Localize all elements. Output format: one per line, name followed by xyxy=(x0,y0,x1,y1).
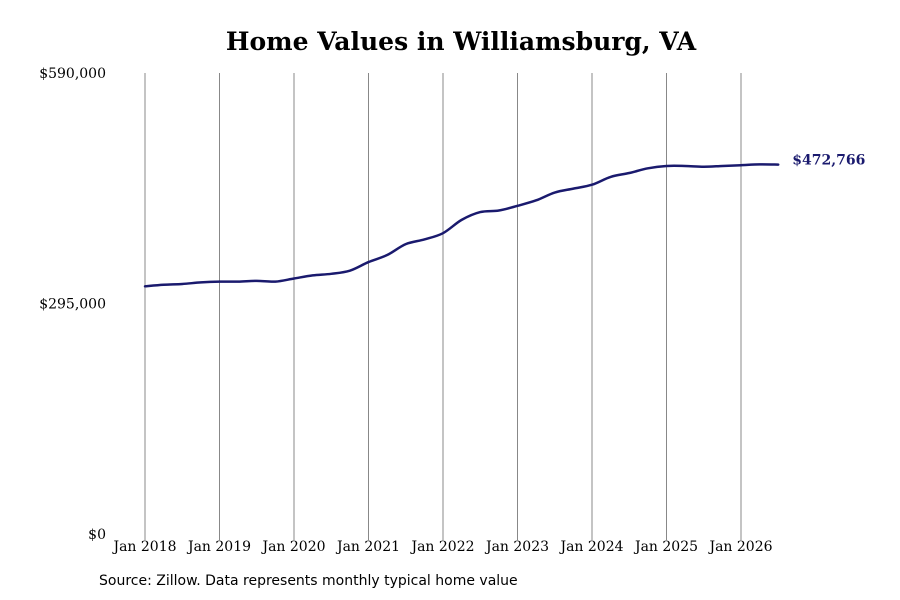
x-axis-ticks: Jan 2018 Jan 2019 Jan 2020 Jan 2021 Jan 2022… xyxy=(111,539,772,555)
series-line xyxy=(143,163,780,288)
y-tick-label: $295,000 xyxy=(39,297,106,313)
x-tick-label: Jan 2025 xyxy=(633,539,698,555)
y-axis-ticks: $0 $295,000 $590,000 xyxy=(39,66,106,543)
series-layer xyxy=(143,163,780,288)
source-note: Source: Zillow. Data represents monthly … xyxy=(99,573,518,589)
x-tick-label: Jan 2020 xyxy=(260,539,325,555)
end-value-label: $472,766 xyxy=(792,153,865,169)
x-tick-label: Jan 2026 xyxy=(707,539,772,555)
x-tick-label: Jan 2023 xyxy=(484,539,549,555)
x-tick-label: Jan 2019 xyxy=(186,539,251,555)
grid-lines xyxy=(144,73,742,540)
x-tick-label: Jan 2021 xyxy=(335,539,400,555)
y-tick-label: $590,000 xyxy=(39,66,106,82)
data-label-layer: $472,766 xyxy=(792,153,865,169)
x-tick-label: Jan 2024 xyxy=(558,539,623,555)
y-tick-label: $0 xyxy=(88,527,106,543)
x-tick-label: Jan 2022 xyxy=(409,539,474,555)
x-tick-label: Jan 2018 xyxy=(111,539,176,555)
chart-title: Home Values in Williamsburg, VA xyxy=(225,27,697,56)
